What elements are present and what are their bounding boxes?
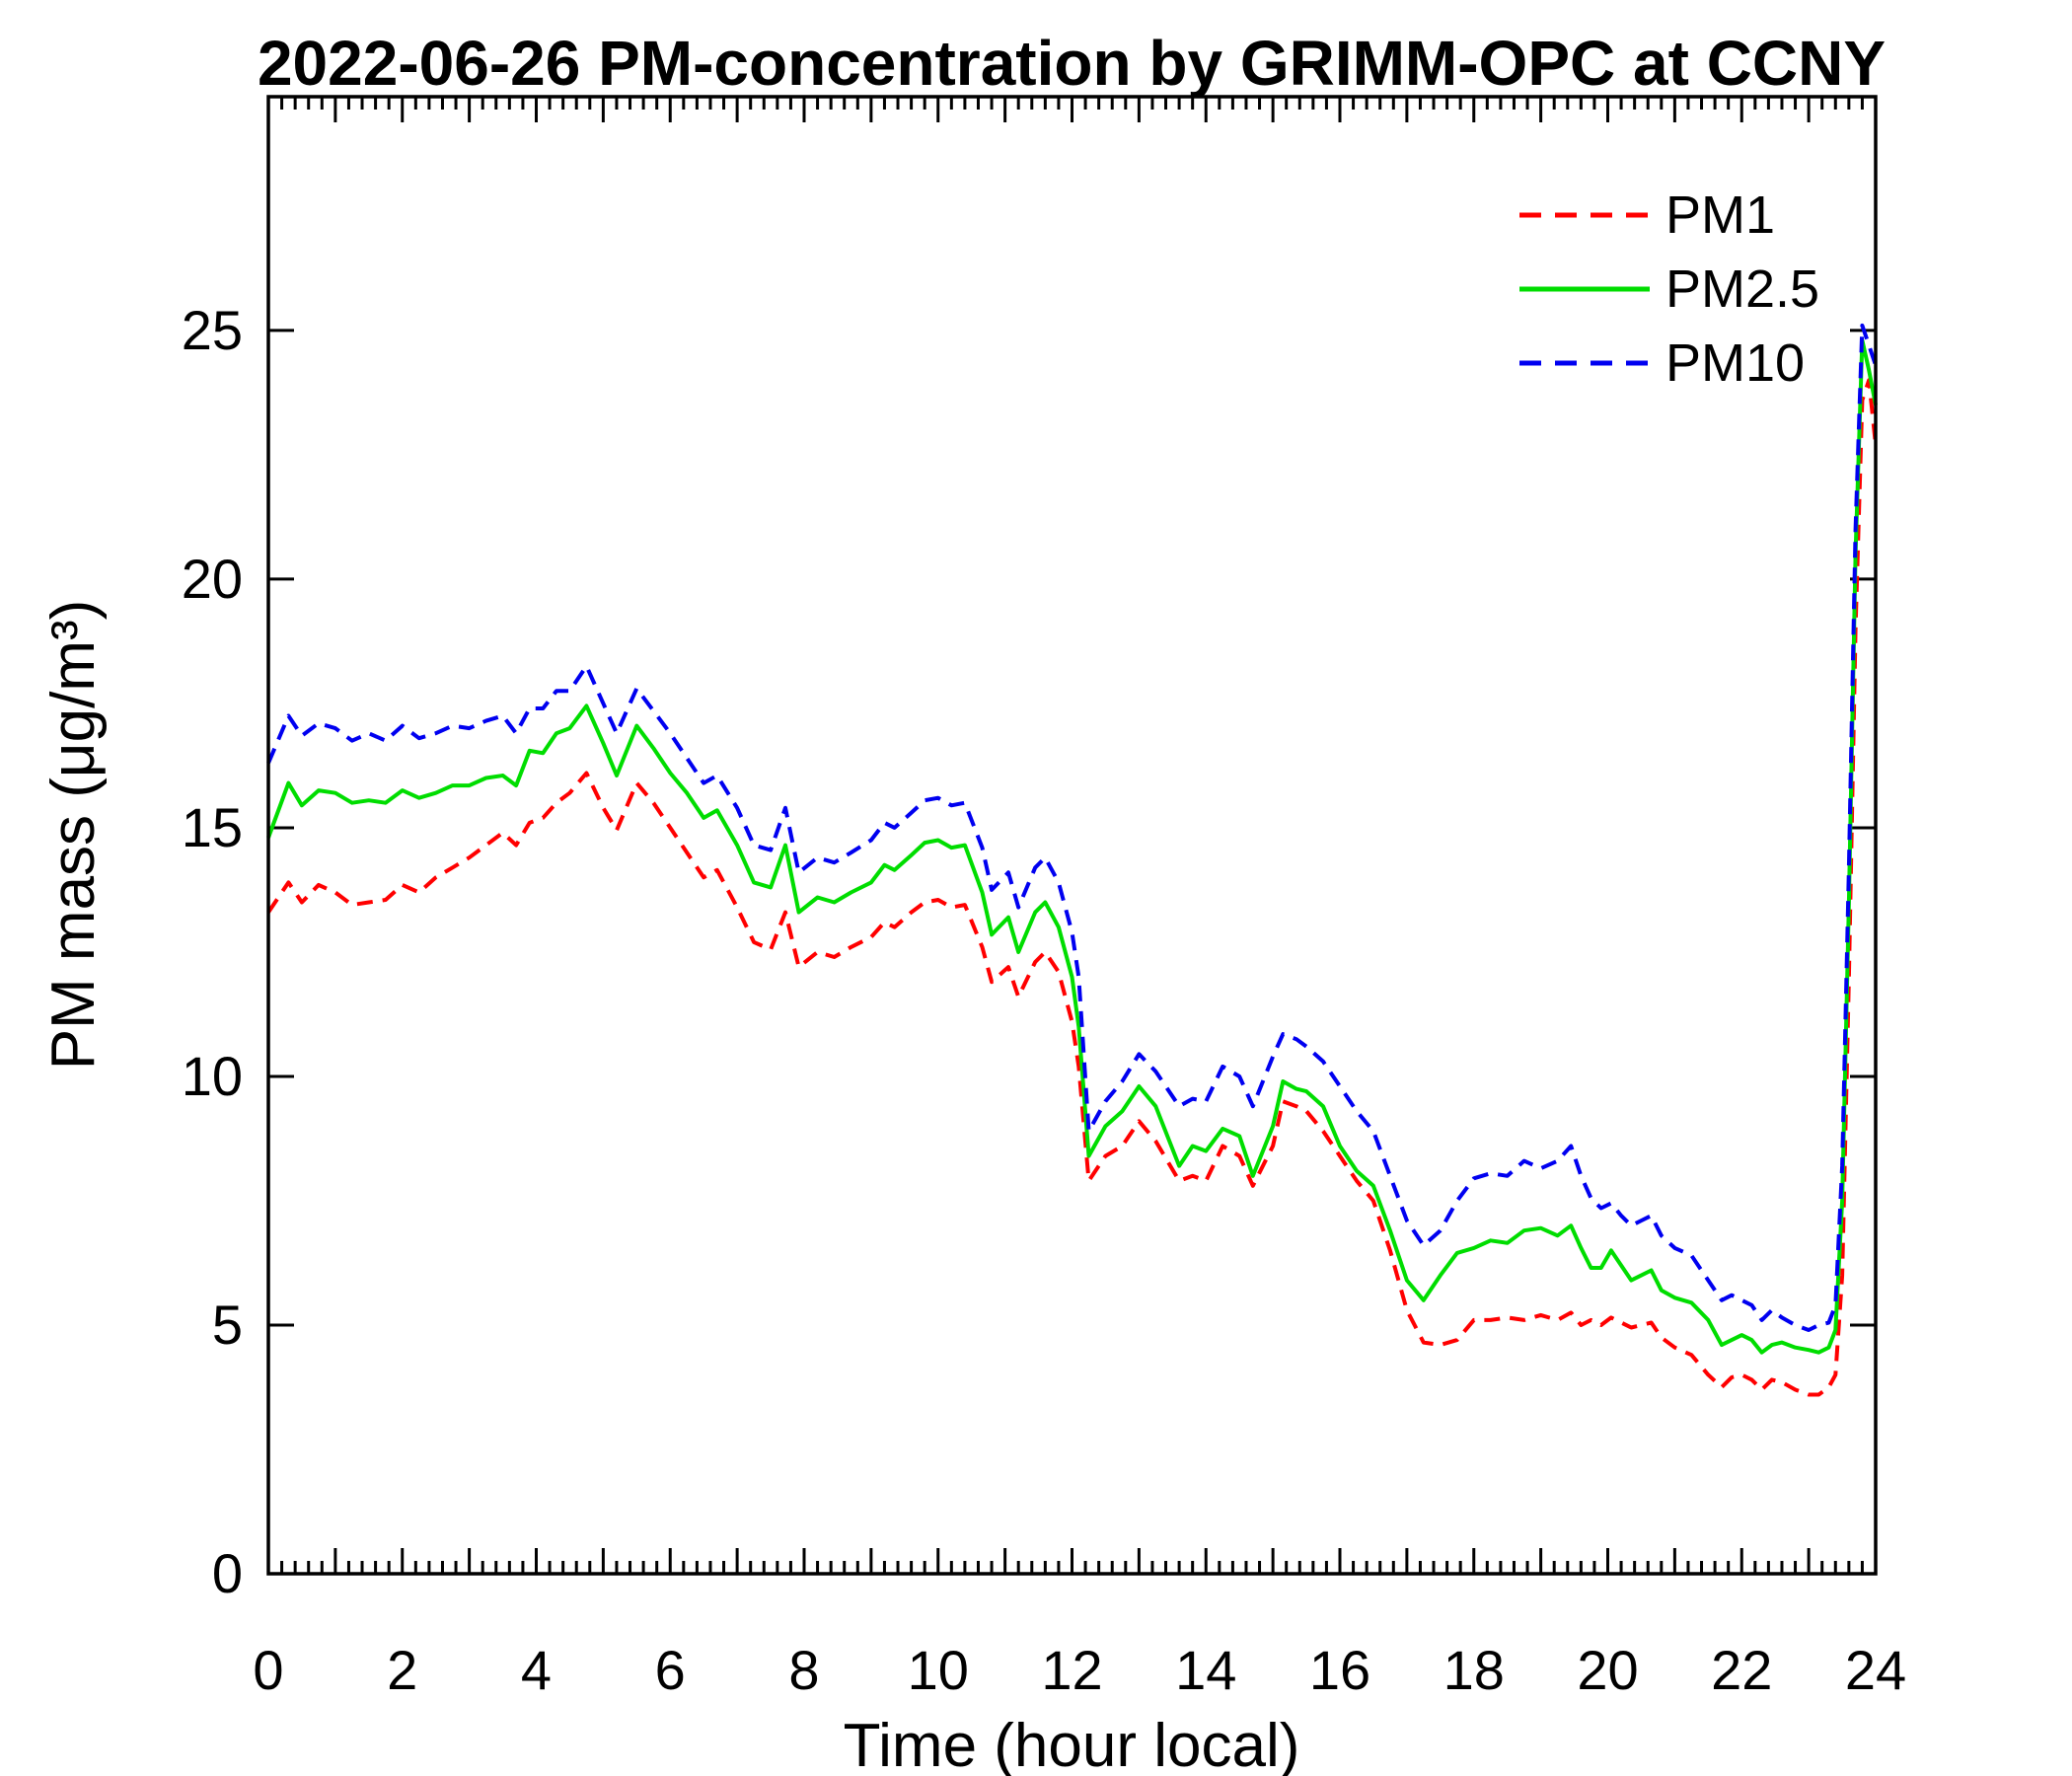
series-line-pm1 (266, 378, 1878, 1397)
y-tick-label: 5 (212, 1294, 243, 1356)
y-tick-label: 10 (182, 1045, 243, 1107)
series-line-pm25 (266, 338, 1878, 1355)
y-tick-label: 25 (182, 299, 243, 361)
series-line-pm10 (266, 323, 1878, 1332)
chart-title: 2022-06-26 PM-concentration by GRIMM-OPC… (258, 28, 1886, 99)
x-tick-label: 0 (253, 1639, 283, 1701)
x-tick-label: 20 (1577, 1639, 1638, 1701)
y-tick-label: 20 (182, 548, 243, 610)
plot-border (266, 95, 1878, 1576)
y-tick-label: 15 (182, 796, 243, 858)
x-tick-label: 18 (1443, 1639, 1505, 1701)
legend-label-pm10: PM10 (1665, 333, 1805, 393)
x-tick-label: 12 (1041, 1639, 1102, 1701)
x-minor-ticks (280, 97, 1864, 1574)
x-tick-label: 14 (1175, 1639, 1236, 1701)
x-tick-label: 16 (1309, 1639, 1370, 1701)
y-axis-label: PM mass (μg/m³) (39, 600, 108, 1071)
x-tick-label: 22 (1711, 1639, 1772, 1701)
x-tick-label: 8 (788, 1639, 819, 1701)
x-tick-label: 4 (521, 1639, 552, 1701)
legend-label-pm1: PM1 (1665, 185, 1775, 245)
y-tick-label: 0 (212, 1542, 243, 1604)
x-axis-label: Time (hour local) (844, 1712, 1300, 1776)
axis-major-ticks (266, 97, 1878, 1576)
legend-label-pm25: PM2.5 (1665, 259, 1819, 319)
x-tick-label: 2 (387, 1639, 417, 1701)
x-tick-label: 24 (1845, 1639, 1906, 1701)
x-tick-label: 6 (655, 1639, 686, 1701)
x-tick-label: 10 (908, 1639, 969, 1701)
data-series-lines (266, 323, 1878, 1397)
legend: PM1 PM2.5 PM10 (1519, 185, 1819, 393)
